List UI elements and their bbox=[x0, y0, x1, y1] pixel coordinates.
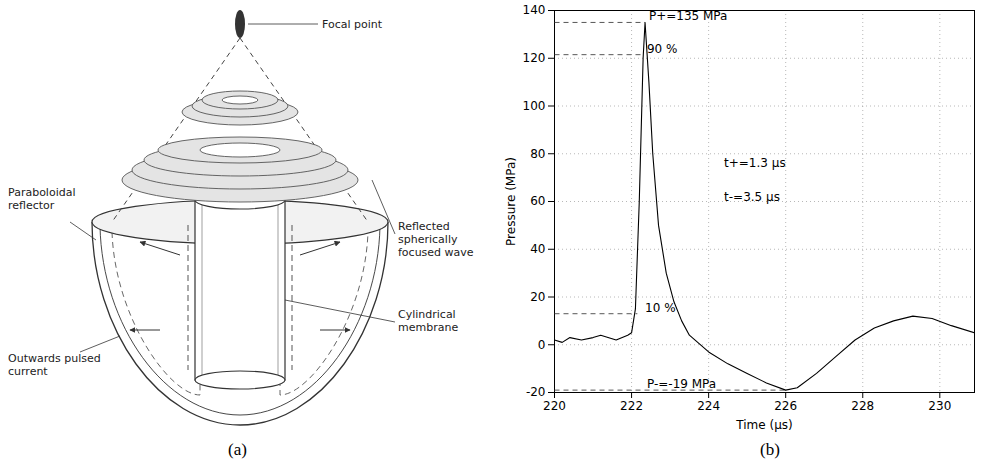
svg-text:230: 230 bbox=[928, 399, 951, 413]
svg-text:90 %: 90 % bbox=[647, 42, 678, 56]
svg-text:60: 60 bbox=[530, 194, 545, 208]
svg-text:140: 140 bbox=[523, 3, 546, 17]
svg-text:20: 20 bbox=[530, 290, 545, 304]
svg-text:P+=135 MPa: P+=135 MPa bbox=[649, 9, 727, 23]
svg-text:t-=3.5 µs: t-=3.5 µs bbox=[724, 190, 780, 204]
html-text:(a): (a) bbox=[228, 440, 247, 459]
svg-text:100: 100 bbox=[523, 99, 546, 113]
svg-text:Focal point: Focal point bbox=[322, 18, 383, 31]
svg-text:120: 120 bbox=[523, 51, 546, 65]
svg-text:222: 222 bbox=[620, 399, 643, 413]
svg-text:10 %: 10 % bbox=[645, 301, 676, 315]
svg-text:Reflectedsphericallyfocused wa: Reflectedsphericallyfocused wave bbox=[398, 220, 474, 259]
svg-text:228: 228 bbox=[851, 399, 874, 413]
svg-text:Outwards pulsedcurrent: Outwards pulsedcurrent bbox=[8, 352, 101, 378]
svg-text:Paraboloidalreflector: Paraboloidalreflector bbox=[8, 186, 75, 212]
svg-text:0: 0 bbox=[538, 338, 546, 352]
svg-text:40: 40 bbox=[530, 242, 545, 256]
svg-text:-20: -20 bbox=[526, 385, 546, 399]
svg-text:224: 224 bbox=[697, 399, 720, 413]
svg-text:226: 226 bbox=[774, 399, 797, 413]
svg-text:80: 80 bbox=[530, 147, 545, 161]
svg-text:Cylindricalmembrane: Cylindricalmembrane bbox=[398, 308, 458, 334]
html-text:(b): (b) bbox=[760, 440, 780, 459]
svg-text:t+=1.3 µs: t+=1.3 µs bbox=[724, 156, 786, 170]
svg-text:220: 220 bbox=[543, 399, 566, 413]
svg-text:Time (µs): Time (µs) bbox=[735, 418, 792, 432]
svg-text:P-=-19 MPa: P-=-19 MPa bbox=[647, 377, 716, 391]
svg-text:Pressure (MPa): Pressure (MPa) bbox=[504, 157, 518, 246]
